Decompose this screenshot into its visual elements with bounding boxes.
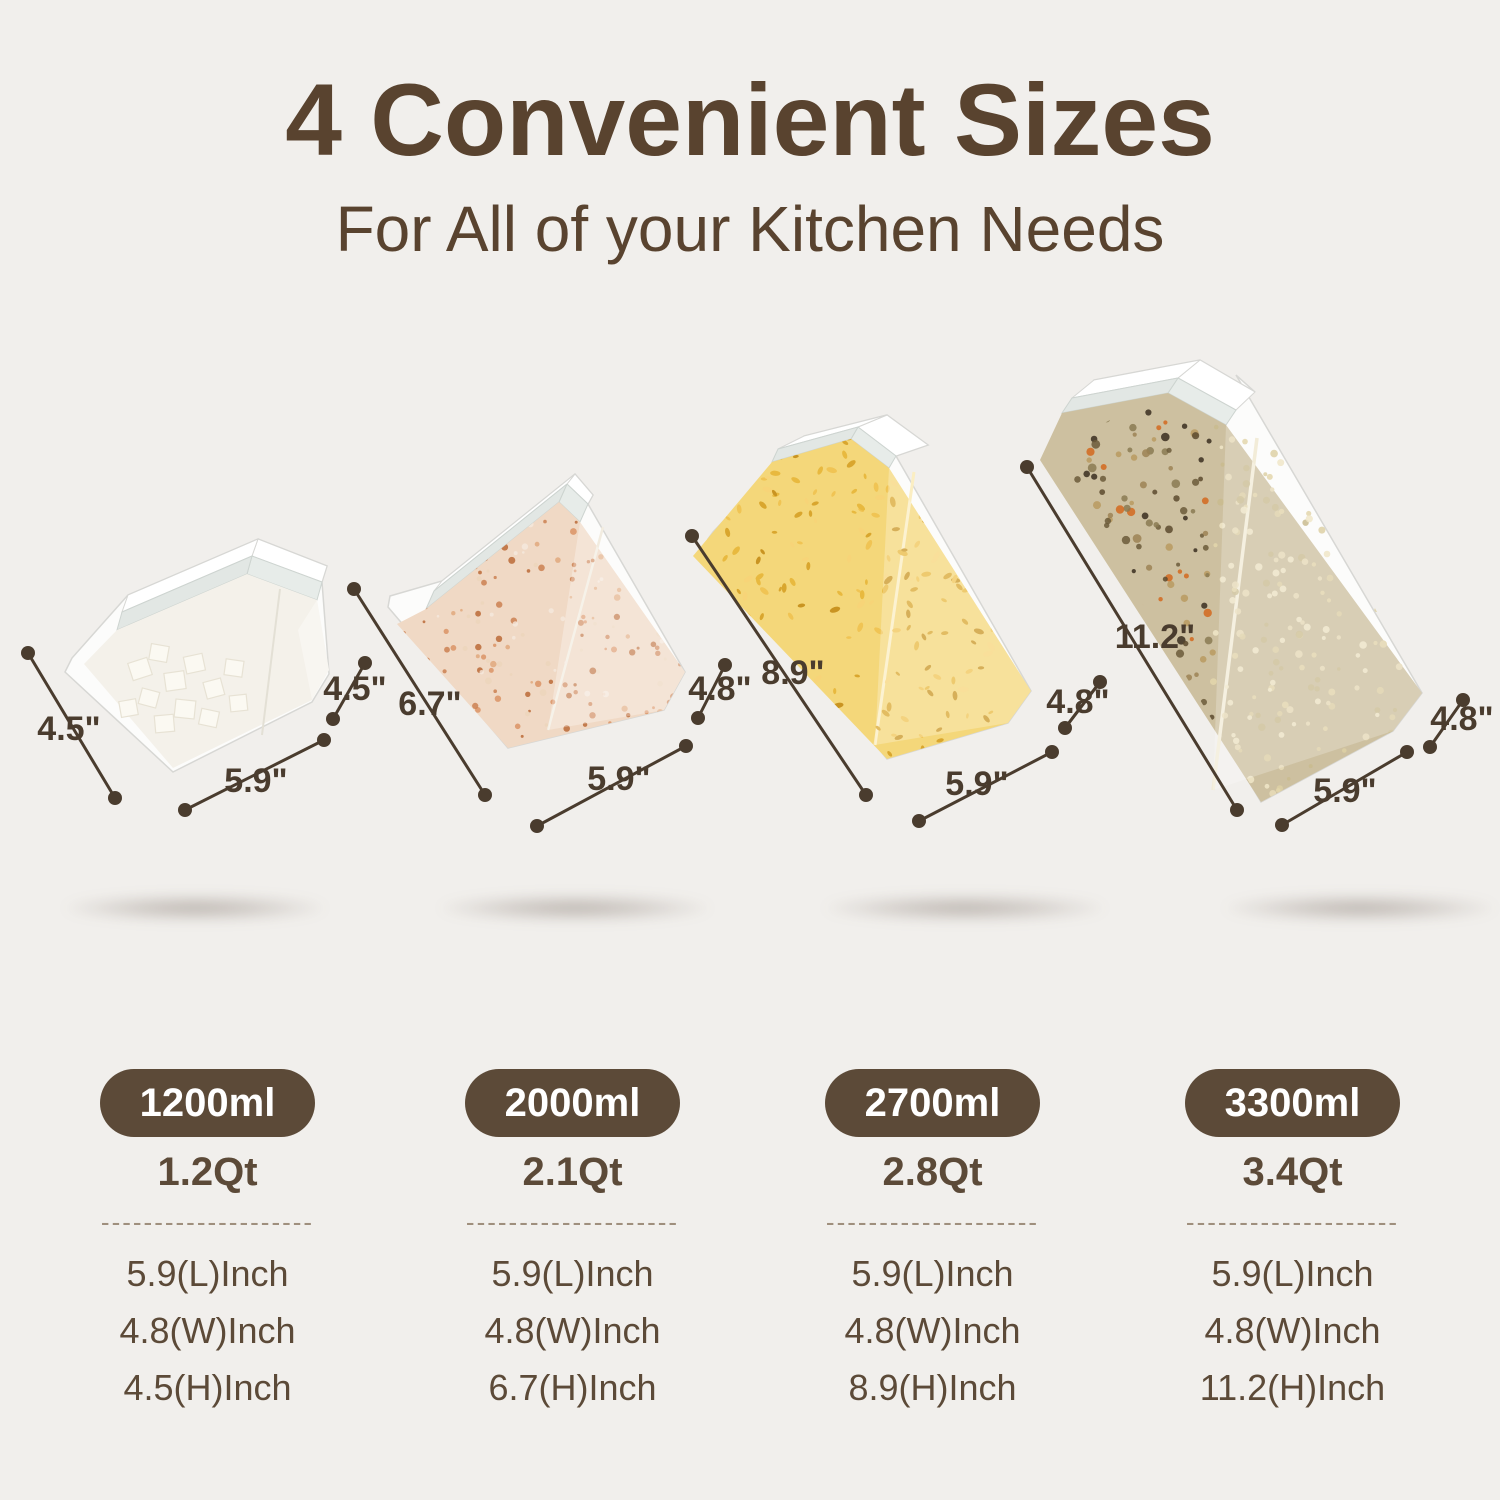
svg-text:5.9": 5.9": [945, 765, 1008, 803]
svg-text:5.9": 5.9": [587, 760, 650, 798]
svg-text:5.9": 5.9": [1313, 772, 1376, 810]
svg-text:4.5": 4.5": [323, 670, 386, 708]
svg-text:4.5": 4.5": [37, 710, 100, 748]
svg-text:6.7": 6.7": [398, 685, 461, 723]
svg-text:5.9": 5.9": [224, 762, 287, 800]
svg-text:4.8": 4.8": [688, 670, 751, 708]
svg-text:4.8": 4.8": [1430, 700, 1493, 738]
svg-text:11.2": 11.2": [1115, 618, 1195, 656]
svg-text:4.8": 4.8": [1046, 683, 1109, 721]
svg-text:8.9": 8.9": [761, 654, 824, 692]
